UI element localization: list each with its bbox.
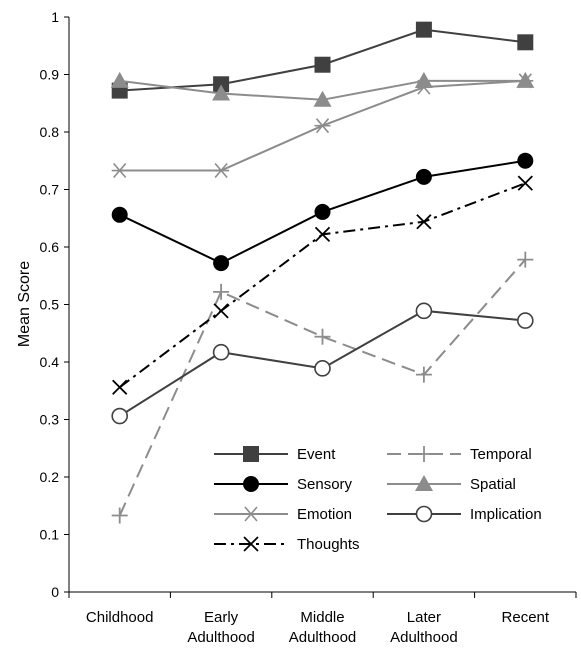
data-point-event [517,34,534,51]
data-point-thoughts [213,303,229,319]
y-tick-label: 0.7 [40,182,60,198]
x-tick-label: Recent [502,609,550,626]
y-tick-label: 0.8 [40,124,60,140]
x-tick-labels: Childhood Early Adulthood Middle Adulthood La… [86,609,550,646]
legend-label: Emotion [297,506,352,523]
series-emotion [111,73,534,179]
data-point-emotion [517,73,534,89]
series-event [111,21,534,99]
data-point-event [213,76,230,93]
data-point-implication [111,407,128,425]
series-temporal [111,251,534,524]
legend-label: Thoughts [297,536,360,553]
data-point-emotion [111,163,128,179]
series-spatial [110,71,535,107]
data-point-implication [516,312,534,329]
y-tick-label: 0.6 [40,239,60,255]
data-point-sensory [517,152,534,169]
data-point-implication [314,360,331,377]
y-axis-label: Mean Score [16,261,33,347]
data-point-thoughts [112,379,128,395]
data-point-sensory [415,168,432,185]
series-line-temporal [118,258,527,516]
legend-label: Spatial [470,476,516,493]
x-tick-label: Early Adulthood [187,609,255,646]
legend-label: Temporal [470,446,532,463]
data-point-sensory [111,206,128,223]
data-point-temporal [213,283,230,300]
data-point-event [314,56,331,73]
data-point-spatial [313,90,332,107]
data-point-spatial [414,71,433,88]
legend-item-sensory: Sensory [214,476,353,493]
series-group [110,21,535,524]
y-tick-label: 0.4 [40,354,60,370]
data-point-emotion [415,79,432,95]
legend-label: Sensory [297,476,353,493]
x-tick-label: Middle Adulthood [289,609,357,646]
data-point-implication [415,302,433,320]
y-tick-label: 1 [51,9,59,25]
x-tick-label: Childhood [86,609,154,626]
y-tick-label: 0.2 [40,469,60,485]
legend-label: Implication [470,506,542,523]
legend-item-emotion: Emotion [214,506,352,523]
legend-marker-emotion [243,506,259,522]
y-tick-label: 0.3 [40,412,60,428]
data-point-thoughts [416,214,432,230]
data-point-thoughts [517,175,533,191]
y-tick-labels: 0 0.1 0.2 0.3 0.4 0.5 0.6 0.7 0.8 0.9 1 [40,9,60,600]
data-point-event [415,21,432,38]
data-point-spatial [212,84,231,101]
data-point-temporal [415,366,432,383]
data-point-thoughts [314,226,331,242]
data-point-temporal [314,328,331,345]
legend-item-implication: Implication [387,505,542,523]
legend-marker-temporal [416,446,432,462]
data-point-spatial [110,71,129,88]
legend-item-event: Event [214,446,336,463]
data-point-emotion [213,163,230,179]
legend-marker-spatial [415,475,433,491]
legend-item-thoughts: Thoughts [214,536,360,553]
legend-marker-event [243,446,259,462]
y-tick-label: 0 [51,584,59,600]
series-thoughts [112,175,533,395]
legend: Event Temporal Sensory Spatial Emotion Implic… [214,446,542,553]
data-point-sensory [314,203,331,220]
legend-label: Event [297,446,336,463]
data-point-implication [212,343,230,361]
data-point-temporal [111,507,128,524]
axes [64,16,577,598]
x-tick-label: Later Adulthood [390,609,458,646]
legend-marker-implication [415,505,433,523]
data-point-temporal [517,251,534,268]
legend-marker-sensory [243,476,259,492]
legend-item-spatial: Spatial [387,475,516,493]
series-sensory [111,152,534,272]
y-tick-label: 0.5 [40,297,60,313]
series-implication [111,302,534,425]
data-point-sensory [213,255,230,272]
y-tick-label: 0.1 [40,527,60,543]
legend-item-temporal: Temporal [387,446,532,463]
y-tick-label: 0.9 [40,67,60,83]
data-point-emotion [314,118,331,134]
legend-marker-thoughts [243,536,259,552]
